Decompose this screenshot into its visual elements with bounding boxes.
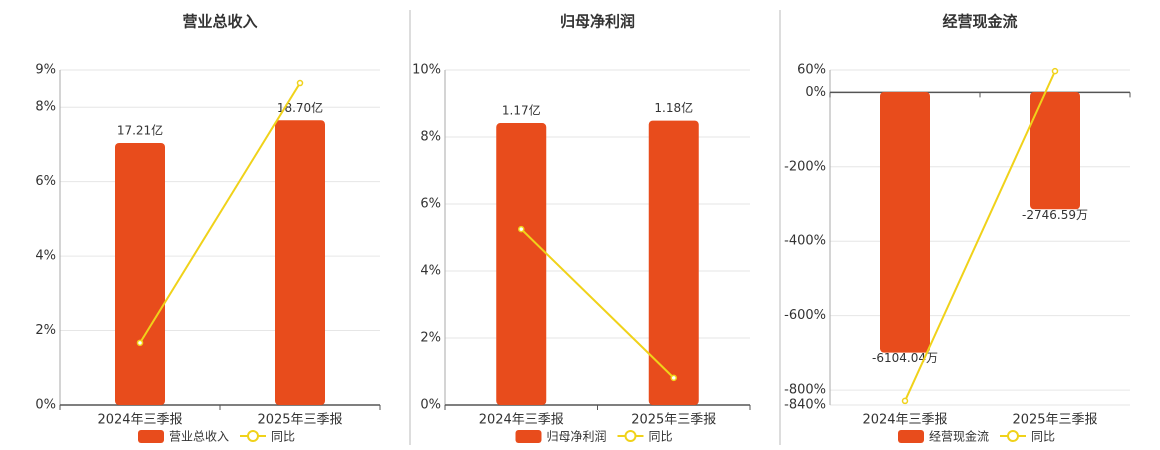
y-tick-label: 2% — [35, 323, 56, 338]
legend-swatch — [515, 430, 542, 443]
y-tick-label: 0% — [420, 398, 441, 413]
legend-label: 同比 — [271, 430, 295, 444]
legend-swatch — [898, 430, 924, 443]
legend-swatch — [138, 430, 164, 443]
value-label: -2746.59万 — [1022, 208, 1088, 222]
value-label: -6104.04万 — [872, 351, 938, 365]
point — [670, 374, 677, 382]
value-label: 1.18亿 — [654, 100, 693, 115]
bar — [1030, 91, 1080, 210]
legend-label: 同比 — [649, 430, 673, 444]
y-tick-label: 60% — [797, 63, 826, 78]
value-label: 17.21亿 — [117, 122, 163, 137]
y-tick-label: -600% — [784, 308, 826, 323]
y-tick-label: 0% — [35, 398, 56, 413]
bar — [496, 123, 547, 406]
legend-label: 归母净利润 — [547, 430, 607, 444]
bar — [275, 120, 325, 405]
legend-label: 同比 — [1031, 430, 1055, 444]
x-tick-label: 2024年三季报 — [862, 413, 947, 428]
legend-swatch — [247, 430, 259, 442]
value-label: 18.70亿 — [277, 100, 323, 115]
y-tick-label: 8% — [420, 130, 441, 145]
bar — [648, 120, 699, 405]
y-tick-label: 0% — [805, 85, 826, 100]
x-tick-label: 2025年三季报 — [1012, 413, 1097, 428]
y-tick-label: -800% — [784, 383, 826, 398]
y-tick-label: -400% — [784, 234, 826, 249]
chart-title: 经营现金流 — [942, 13, 1017, 31]
y-tick-label: 6% — [35, 174, 56, 189]
value-label: 1.17亿 — [502, 103, 541, 118]
line — [904, 70, 1056, 402]
y-tick-label: -840% — [784, 398, 826, 413]
legend-swatch — [624, 430, 637, 442]
y-tick-label: 2% — [420, 331, 441, 346]
point — [901, 397, 909, 405]
bar — [880, 91, 930, 353]
chart-title: 营业总收入 — [182, 13, 257, 31]
chart-title: 归母净利润 — [560, 13, 635, 31]
point — [1051, 67, 1059, 75]
point — [518, 225, 525, 233]
point — [296, 79, 304, 87]
x-tick-label: 2024年三季报 — [97, 413, 182, 428]
y-tick-label: 4% — [35, 249, 56, 264]
legend-label: 经营现金流 — [929, 429, 989, 444]
y-tick-label: 8% — [35, 100, 56, 115]
y-tick-label: 6% — [420, 197, 441, 212]
line — [520, 228, 675, 379]
x-tick-label: 2025年三季报 — [257, 413, 342, 428]
legend-swatch — [1007, 430, 1019, 442]
y-tick-label: 10% — [412, 63, 441, 78]
x-tick-label: 2025年三季报 — [631, 413, 716, 428]
y-tick-label: 4% — [420, 264, 441, 279]
x-tick-label: 2024年三季报 — [479, 413, 564, 428]
line — [139, 82, 301, 344]
y-tick-label: 9% — [35, 63, 56, 78]
bar — [115, 142, 165, 405]
y-tick-label: -200% — [784, 159, 826, 174]
point — [136, 339, 144, 347]
legend-label: 营业总收入 — [169, 430, 229, 444]
